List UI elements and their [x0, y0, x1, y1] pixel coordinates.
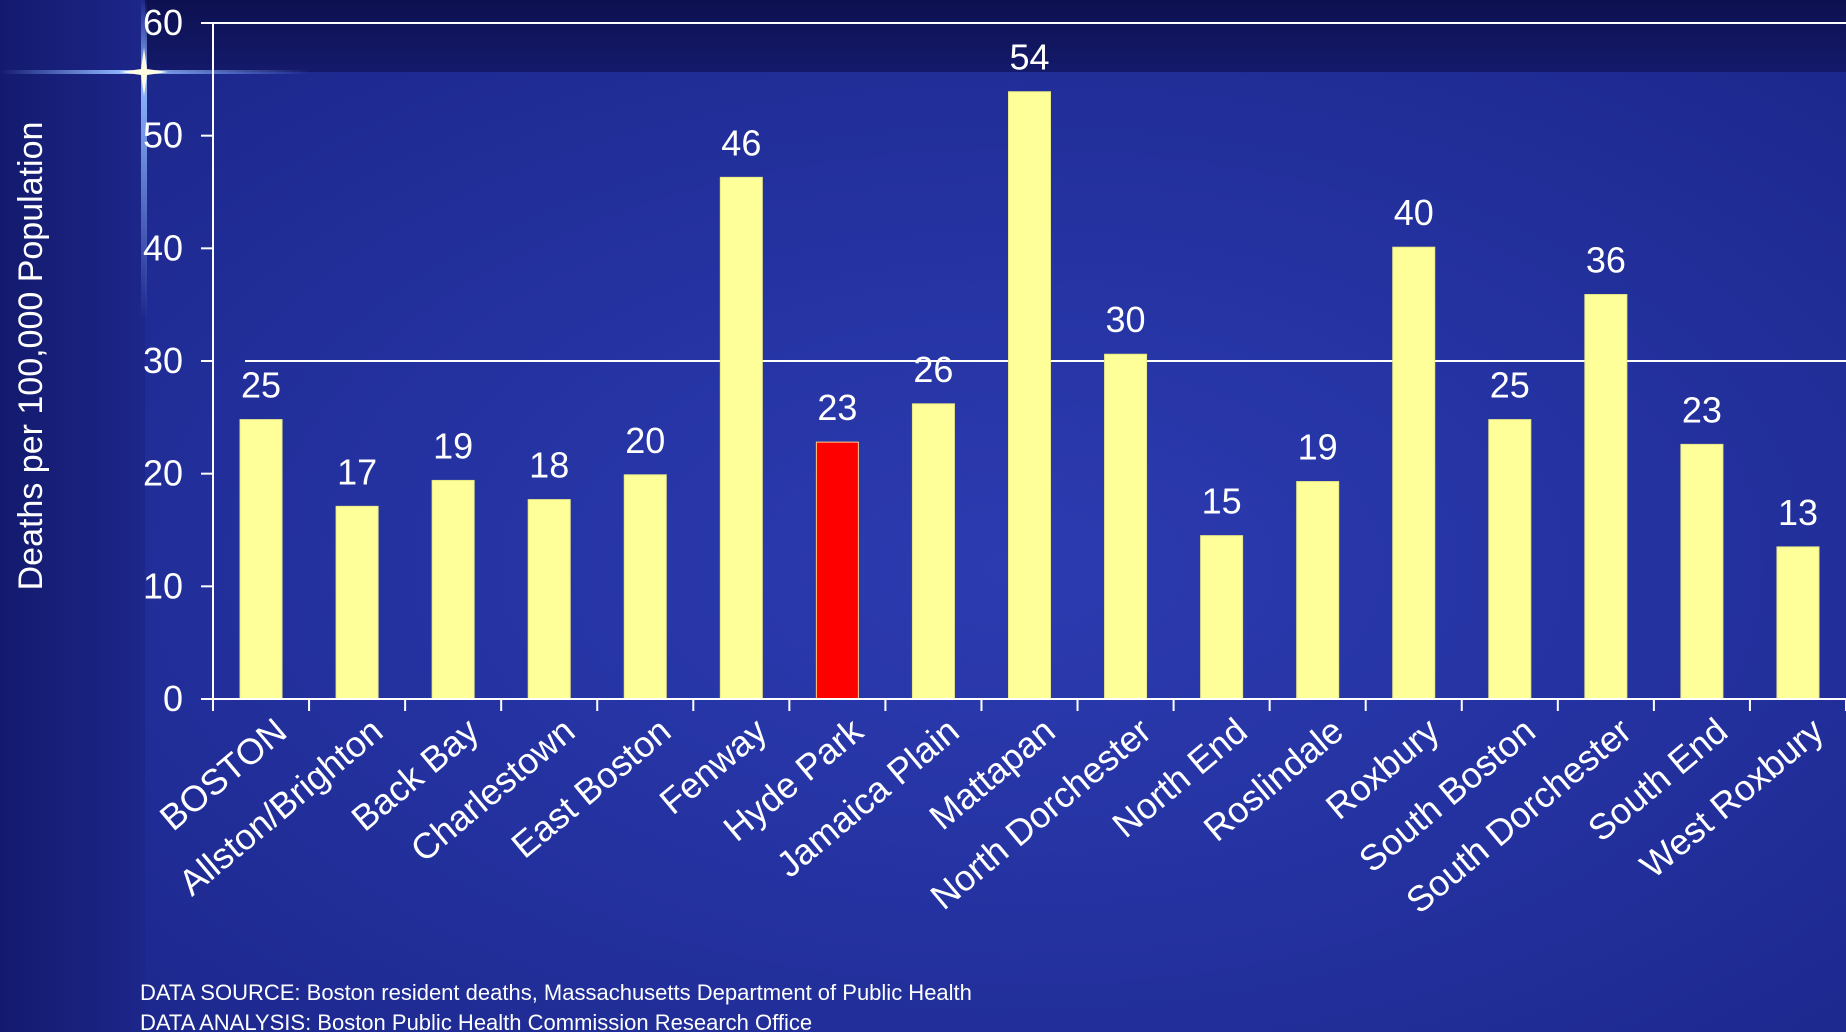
data-label: 25 — [241, 365, 281, 406]
y-tick-label: 40 — [143, 227, 183, 268]
y-axis-label: Deaths per 100,000 Population — [12, 122, 50, 591]
data-label: 30 — [1106, 299, 1146, 340]
bar — [623, 474, 667, 700]
bar — [815, 441, 859, 700]
data-analysis-note: DATA ANALYSIS: Boston Public Health Comm… — [140, 1010, 813, 1032]
y-tick-label: 20 — [143, 453, 183, 494]
data-label: 25 — [1490, 365, 1530, 406]
bar — [1104, 353, 1148, 700]
data-source-note: DATA SOURCE: Boston resident deaths, Mas… — [140, 980, 972, 1005]
y-tick-label: 50 — [143, 115, 183, 156]
data-label: 13 — [1778, 492, 1818, 533]
data-label: 46 — [721, 122, 761, 163]
bar — [431, 479, 475, 700]
sparkle-icon — [120, 48, 168, 96]
bar — [1488, 419, 1532, 700]
data-label: 26 — [913, 349, 953, 390]
y-tick-label: 10 — [143, 565, 183, 606]
bar — [1392, 246, 1436, 700]
y-tick-label: 0 — [163, 678, 183, 719]
bar — [911, 403, 955, 700]
data-label: 36 — [1586, 240, 1626, 281]
bar — [1200, 535, 1244, 700]
decorative-vertical-line — [141, 0, 147, 320]
data-label: 23 — [817, 387, 857, 428]
bar — [1680, 443, 1724, 700]
bar — [1776, 546, 1820, 700]
bar — [719, 176, 763, 700]
y-tick-label: 60 — [143, 2, 183, 43]
bars — [239, 91, 1820, 700]
data-label: 15 — [1202, 481, 1242, 522]
data-label: 54 — [1009, 37, 1049, 78]
bar — [335, 505, 379, 700]
data-label: 20 — [625, 420, 665, 461]
bar — [1584, 294, 1628, 700]
bar — [1008, 91, 1051, 700]
data-label: 19 — [433, 425, 473, 466]
data-labels: 25 17 19 18 20 46 23 26 54 30 15 19 40 25 36 23 13 — [241, 37, 1818, 533]
data-label: 17 — [337, 451, 377, 492]
bar — [527, 499, 571, 700]
bar — [239, 419, 283, 700]
data-label: 19 — [1298, 427, 1338, 468]
y-tick-labels: 0 10 20 30 40 50 60 — [143, 2, 183, 719]
top-band — [0, 0, 1846, 72]
y-tick-label: 30 — [143, 340, 183, 381]
axes — [201, 22, 1846, 711]
data-label: 18 — [529, 445, 569, 486]
left-band — [0, 0, 145, 1032]
bar — [1296, 481, 1340, 700]
data-label: 23 — [1682, 389, 1722, 430]
data-label: 40 — [1394, 192, 1434, 233]
